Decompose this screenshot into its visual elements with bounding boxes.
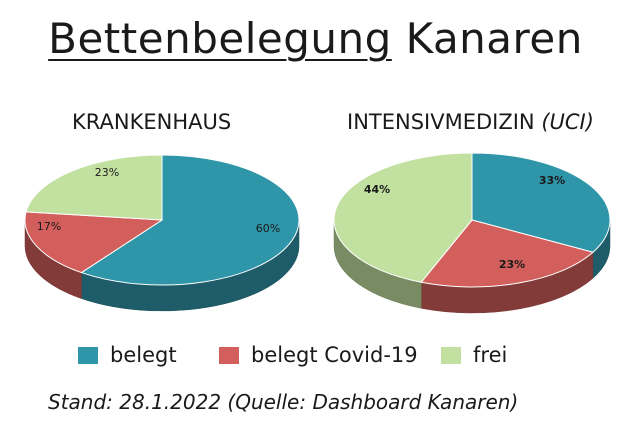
legend-label-belegt-covid: belegt Covid-19 — [251, 343, 418, 367]
pie-slice-belegt-covid-19 — [24, 211, 164, 274]
pie-krankenhaus: 60% 17% 23% — [24, 154, 300, 312]
chart-title-intensiv-suffix: (UCI) — [541, 110, 594, 134]
legend-label-belegt: belegt — [110, 343, 177, 367]
data-label-belegt-covid-19: 23% — [499, 258, 525, 271]
legend-swatch-belegt — [78, 346, 98, 364]
pie-intensivmedizin: 33% 23% 44% — [333, 152, 611, 314]
page-title: Bettenbelegung Kanaren — [0, 14, 631, 63]
footer-source: Stand: 28.1.2022 (Quelle: Dashboard Kana… — [48, 390, 519, 414]
legend-item-belegt: belegt — [78, 343, 177, 367]
chart-title-intensiv-text: INTENSIVMEDIZIN — [347, 110, 535, 134]
legend: belegt belegt Covid-19 frei — [0, 343, 631, 373]
chart-title-krankenhaus-text: KRANKENHAUS — [72, 110, 232, 134]
chart-title-krankenhaus: KRANKENHAUS — [72, 110, 231, 134]
data-label-frei: 23% — [95, 166, 119, 179]
pie-slice-frei — [333, 152, 473, 283]
legend-label-frei: frei — [473, 343, 508, 367]
legend-swatch-frei — [441, 346, 461, 364]
data-label-belegt-covid-19: 17% — [37, 220, 61, 233]
pie-slice-belegt — [471, 152, 611, 253]
pie-slice-belegt-covid-19 — [420, 219, 594, 288]
chart-title-intensiv: INTENSIVMEDIZIN (UCI) — [347, 110, 594, 134]
data-label-belegt: 33% — [539, 174, 565, 187]
title-part1: Bettenbelegung — [48, 14, 392, 63]
data-label-frei: 44% — [364, 183, 390, 196]
data-label-belegt: 60% — [256, 222, 280, 235]
legend-item-belegt-covid: belegt Covid-19 — [219, 343, 418, 367]
pie-slice-belegt — [80, 154, 300, 286]
pie-slice-frei — [25, 154, 163, 221]
legend-swatch-belegt-covid — [219, 346, 239, 364]
title-part2: Kanaren — [405, 14, 583, 63]
legend-item-frei: frei — [441, 343, 507, 367]
